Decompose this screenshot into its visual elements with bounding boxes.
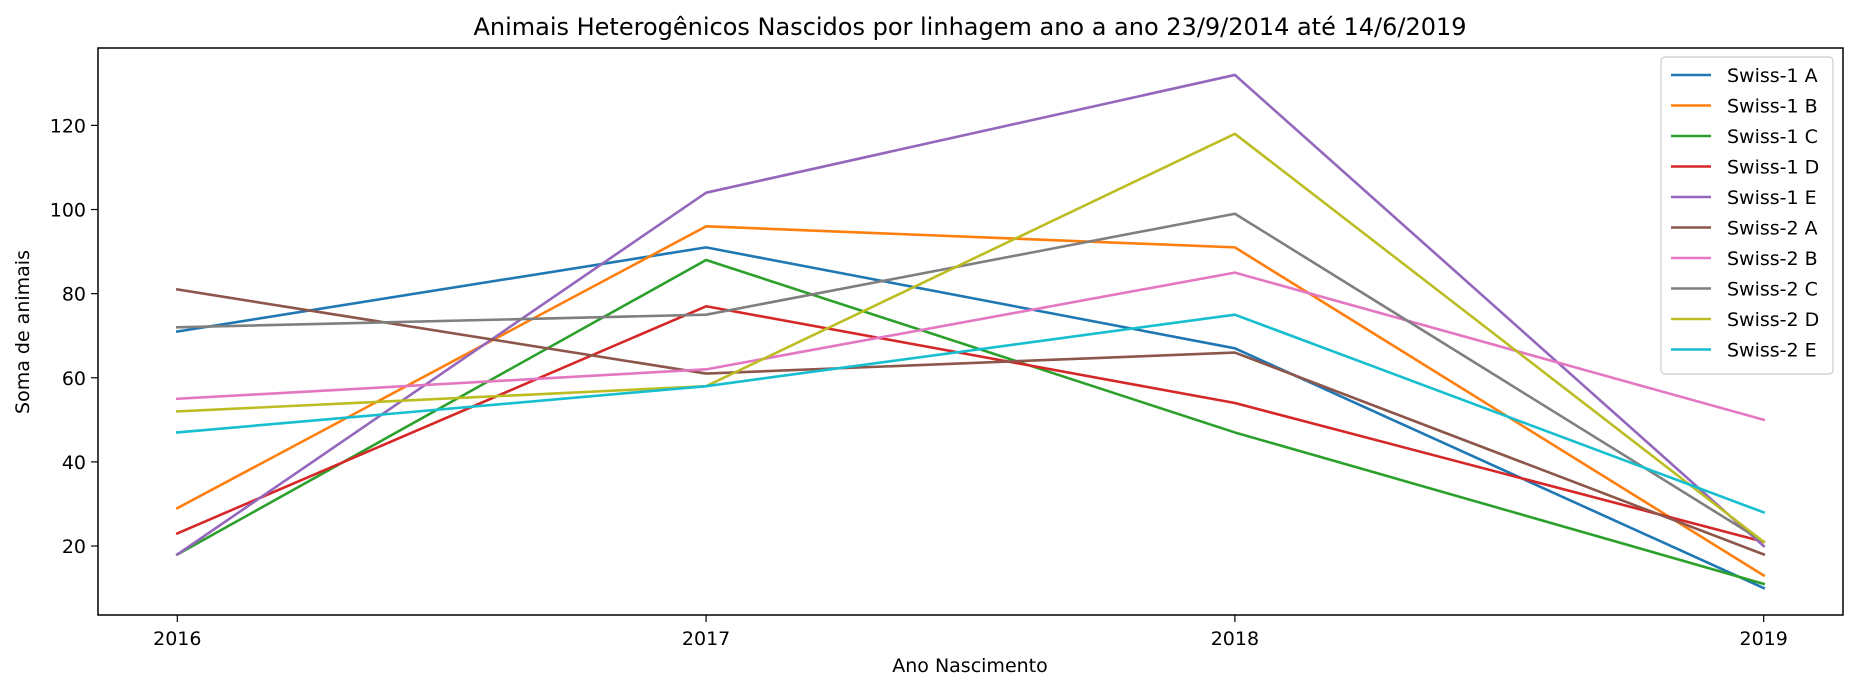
series-line-9	[175, 132, 1766, 544]
x-tick-label: 2017	[682, 628, 730, 650]
series-line-4	[175, 304, 1766, 544]
series-line-3	[175, 258, 1766, 586]
legend-label: Swiss-1 C	[1727, 126, 1818, 148]
legend-label: Swiss-2 D	[1727, 309, 1819, 331]
legend-label: Swiss-2 B	[1727, 248, 1818, 270]
series-line-2	[175, 225, 1766, 578]
y-tick-label: 120	[50, 115, 86, 137]
y-tick-label: 40	[62, 452, 86, 474]
y-axis-label: Soma de animais	[12, 250, 34, 414]
y-tick-label: 20	[62, 536, 86, 558]
plot-frame	[97, 47, 1844, 616]
y-axis-ticks: 20 40 60 80 100 120	[50, 115, 98, 558]
y-tick-label: 100	[50, 200, 86, 222]
legend-label: Swiss-1 B	[1727, 96, 1818, 118]
legend-label: Swiss-1 E	[1727, 187, 1817, 209]
x-tick-label: 2018	[1211, 628, 1259, 650]
series-line-8	[175, 212, 1766, 544]
series-line-10	[175, 313, 1766, 515]
series-line-6	[175, 287, 1766, 557]
x-tick-label: 2016	[153, 628, 201, 650]
y-tick-label: 80	[62, 284, 86, 306]
series-line-5	[175, 73, 1766, 557]
legend-label: Swiss-1 D	[1727, 157, 1819, 179]
legend-label: Swiss-2 E	[1727, 340, 1817, 362]
y-tick-label: 60	[62, 368, 86, 390]
chart-title: Animais Heterogênicos Nascidos por linha…	[473, 13, 1466, 41]
series-line-7	[175, 271, 1766, 422]
series-layer	[175, 73, 1766, 590]
legend-label: Swiss-2 C	[1727, 279, 1818, 301]
legend: Swiss-1 A Swiss-1 B Swiss-1 C Swiss-1 D Swis…	[1660, 56, 1834, 375]
x-axis-ticks: 2016 2017 2018 2019	[153, 615, 1788, 650]
series-line-1	[175, 246, 1766, 590]
x-axis-label: Ano Nascimento	[892, 655, 1048, 677]
legend-label: Swiss-1 A	[1727, 65, 1818, 87]
legend-label: Swiss-2 A	[1727, 218, 1818, 240]
x-tick-label: 2019	[1740, 628, 1788, 650]
